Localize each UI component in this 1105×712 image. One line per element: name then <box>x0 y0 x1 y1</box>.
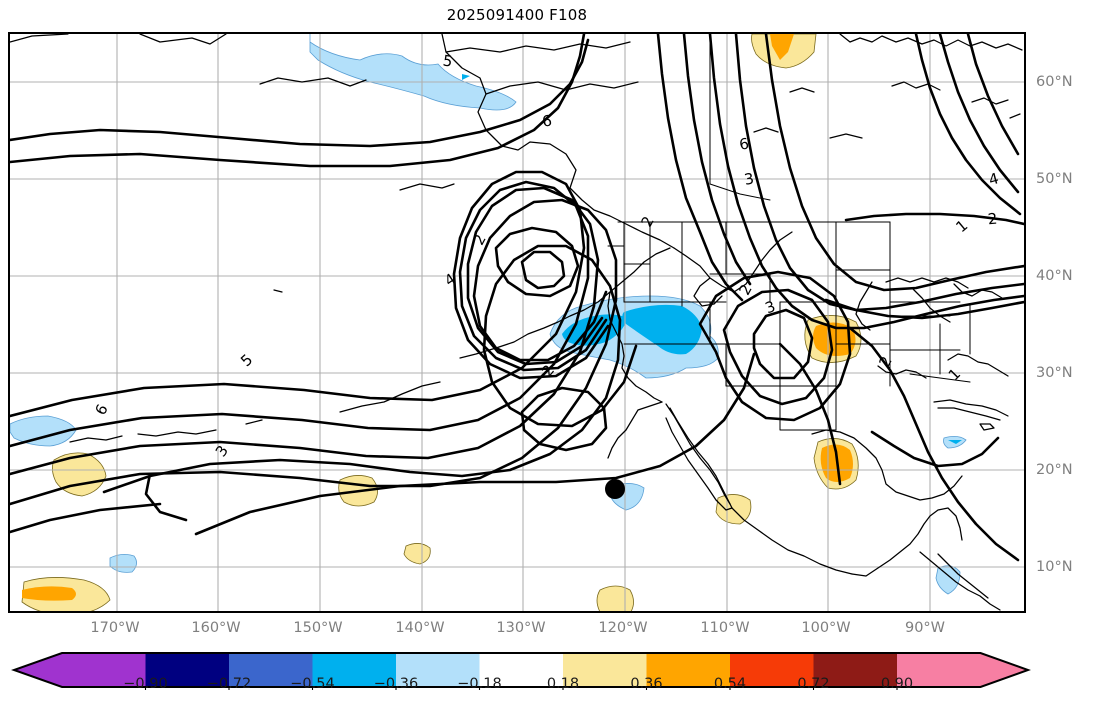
x-tick-label-160w: 160°W <box>191 620 241 636</box>
shaded-patch-gulf-alaska <box>309 34 517 111</box>
shaded-patch-pacific-yellow-5 <box>596 585 634 611</box>
x-tick-label-150w: 150°W <box>293 620 343 636</box>
colorbar-tick--0.36: −0.36 <box>373 676 419 692</box>
colorbar-tick-0.18: 0.18 <box>546 676 580 692</box>
contour-label-4: 4 <box>441 270 459 290</box>
y-tick-label-10n: 10°N <box>1036 559 1073 575</box>
y-tick-label-60n: 60°N <box>1036 74 1073 90</box>
colorbar-tick-0.72: 0.72 <box>797 676 830 692</box>
colorbar-seg-2 <box>145 653 229 687</box>
colorbar-canvas <box>11 652 1031 690</box>
colorbar-seg-1 <box>62 653 146 687</box>
shaded-patch-gulf-blue-core <box>948 440 962 444</box>
map-axes: 6 3 5 4 5 6 2 2 2 2 3 2 6 3 4 2 1 1 <box>8 32 1026 613</box>
colorbar-tick--0.72: −0.72 <box>206 676 252 692</box>
contour-label-5-top: 5 <box>442 51 454 70</box>
x-tick-label-120w: 120°W <box>598 620 648 636</box>
y-tick-label-40n: 40°N <box>1036 268 1073 284</box>
contour-label-1-east: 1 <box>952 216 971 236</box>
y-tick-label-50n: 50°N <box>1036 171 1073 187</box>
contour-label-3-plains: 3 <box>763 297 778 317</box>
map-canvas: 6 3 5 4 5 6 2 2 2 2 3 2 6 3 4 2 1 1 <box>10 34 1024 611</box>
colorbar-tick--0.90: −0.90 <box>123 676 168 692</box>
colorbar-tick-0.54: 0.54 <box>713 676 747 692</box>
shaded-patch-plains-orange-core <box>813 322 856 356</box>
colorbar: −0.90 −0.72 −0.54 −0.36 −0.18 0.18 0.36 … <box>0 650 1105 710</box>
shaded-patch-pacific-orange-small <box>22 586 76 601</box>
contour-label-4-east: 4 <box>987 169 1001 189</box>
colorbar-tick-0.90: 0.90 <box>880 676 914 692</box>
contour-label-3-canada: 3 <box>743 169 756 188</box>
contour-label-2-east: 2 <box>987 210 998 229</box>
contour-layer <box>10 34 1024 562</box>
colorbar-seg-7 <box>563 653 647 687</box>
chart-title: 2025091400 F108 <box>446 6 588 24</box>
shaded-patch-southwest-core-east <box>622 304 702 355</box>
contour-label-6-canada: 6 <box>738 134 751 153</box>
colorbar-tick-0.36: 0.36 <box>630 676 663 692</box>
shaded-patch-pacific-yellow-4 <box>403 543 431 565</box>
colorbar-seg-4 <box>312 653 396 687</box>
filled-contour-layer <box>10 34 967 611</box>
contour-label-2-colorado: 2 <box>875 353 895 370</box>
contour-label-5: 5 <box>237 350 256 370</box>
colorbar-seg-10 <box>813 653 897 687</box>
contour-label-3: 3 <box>212 442 232 460</box>
x-tick-label-110w: 110°W <box>700 620 750 636</box>
colorbar-ticks <box>144 687 898 690</box>
colorbar-seg-9 <box>730 653 814 687</box>
shaded-patch-centralamerica-blue <box>935 565 961 595</box>
x-tick-label-100w: 100°W <box>801 620 851 636</box>
contour-label-6: 6 <box>91 401 111 418</box>
y-tick-label-20n: 20°N <box>1036 462 1073 478</box>
colorbar-tick--0.18: −0.18 <box>457 676 502 692</box>
colorbar-extend-under <box>14 653 62 687</box>
x-tick-label-140w: 140°W <box>395 620 445 636</box>
colorbar-tick-labels: −0.90 −0.72 −0.54 −0.36 −0.18 0.18 0.36 … <box>0 676 1105 700</box>
x-tick-label-90w: 90°W <box>904 620 946 636</box>
colorbar-tick--0.54: −0.54 <box>290 676 335 692</box>
station-marker[interactable] <box>605 479 625 499</box>
contour-label-layer: 6 3 5 4 5 6 2 2 2 2 3 2 6 3 4 2 1 1 <box>91 51 1000 460</box>
x-tick-label-170w: 170°W <box>90 620 140 636</box>
shaded-patch-gulf-alaska-core <box>462 74 470 80</box>
y-tick-label-30n: 30°N <box>1036 365 1073 381</box>
colorbar-seg-3 <box>229 653 313 687</box>
colorbar-outline <box>11 652 1031 688</box>
colorbar-seg-5 <box>396 653 480 687</box>
coastline-layer <box>10 34 1023 611</box>
colorbar-extend-over <box>980 653 1028 687</box>
colorbar-seg-6 <box>479 653 563 687</box>
shaded-patch-pacific-yellow-1 <box>52 452 107 497</box>
shaded-patch-pacific-blue-small <box>109 554 137 573</box>
x-tick-label-130w: 130°W <box>496 620 546 636</box>
contour-label-2-idaho: 2 <box>637 213 657 230</box>
colorbar-seg-11 <box>897 653 981 687</box>
shaded-patch-canada-orange-core <box>770 34 794 60</box>
contour-label-6-top: 6 <box>540 111 553 131</box>
colorbar-seg-8 <box>646 653 730 687</box>
